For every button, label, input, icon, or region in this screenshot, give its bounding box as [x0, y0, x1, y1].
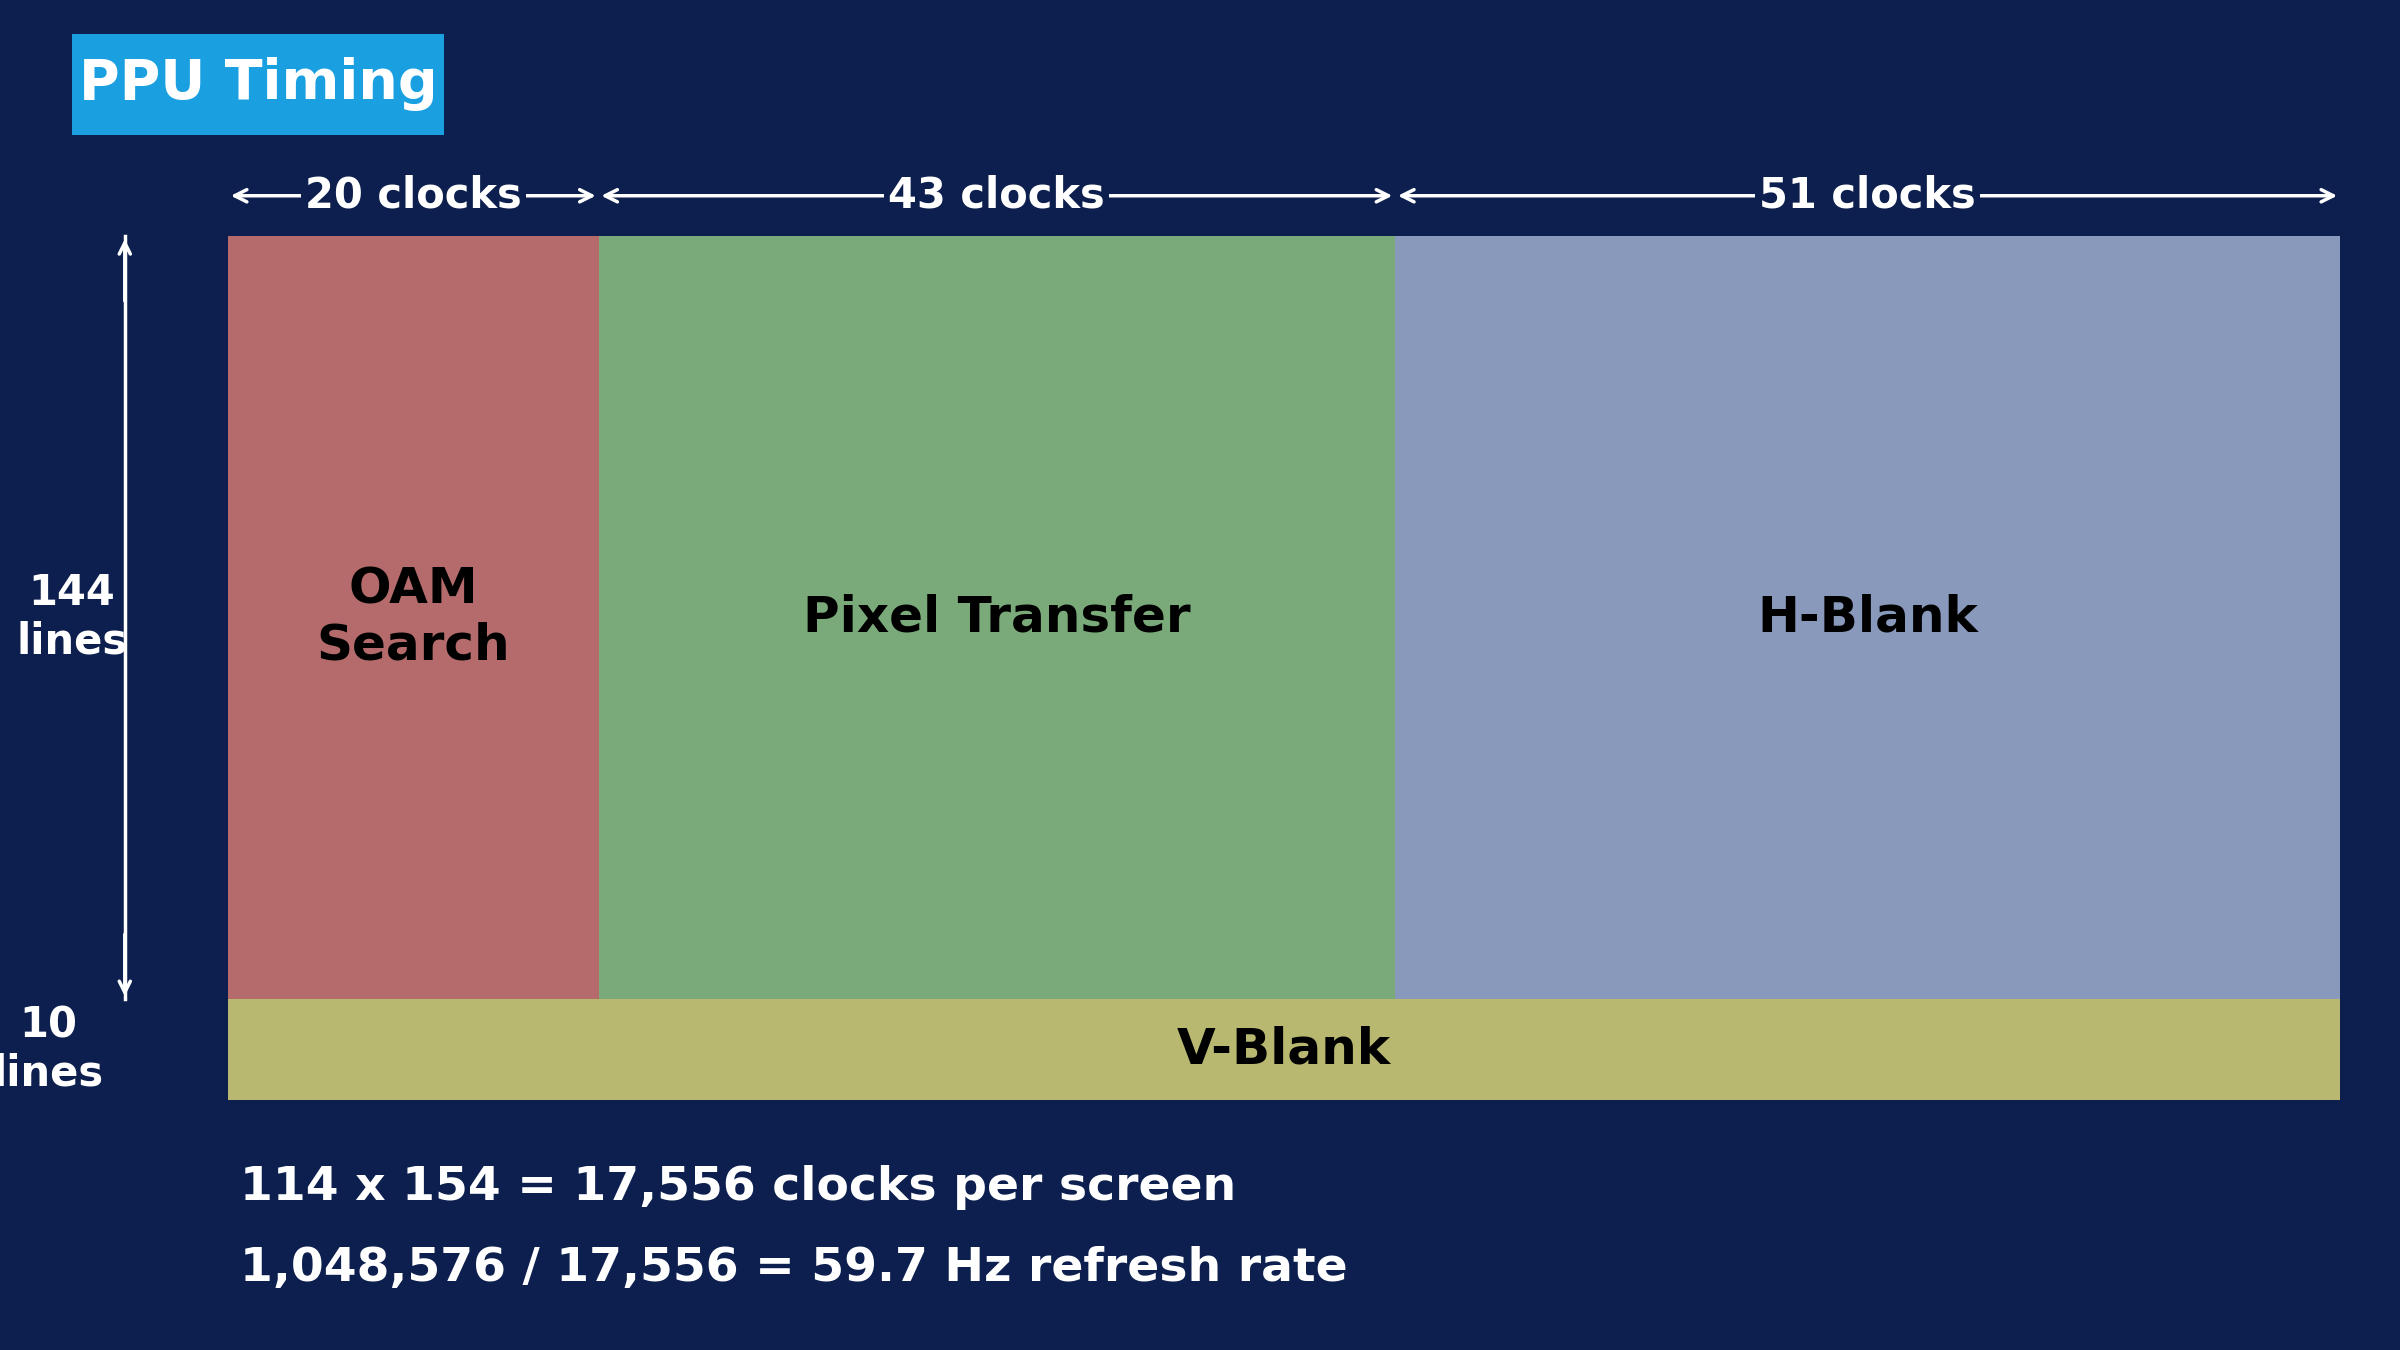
Bar: [228, 999, 2340, 1100]
Text: 144
lines: 144 lines: [17, 572, 127, 663]
Text: 114 x 154 = 17,556 clocks per screen: 114 x 154 = 17,556 clocks per screen: [240, 1165, 1236, 1211]
Text: 43 clocks: 43 clocks: [888, 174, 1106, 217]
Text: H-Blank: H-Blank: [1757, 594, 1978, 641]
Text: V-Blank: V-Blank: [1176, 1026, 1392, 1073]
Bar: [72, 34, 444, 135]
Text: 20 clocks: 20 clocks: [305, 174, 521, 217]
Bar: [1394, 236, 2340, 999]
Text: 1,048,576 / 17,556 = 59.7 Hz refresh rate: 1,048,576 / 17,556 = 59.7 Hz refresh rat…: [240, 1246, 1349, 1292]
Text: 51 clocks: 51 clocks: [1759, 174, 1975, 217]
Bar: [228, 236, 598, 999]
Bar: [598, 236, 1394, 999]
Text: Pixel Transfer: Pixel Transfer: [804, 594, 1190, 641]
Text: 10
lines: 10 lines: [0, 1004, 103, 1095]
Text: PPU Timing: PPU Timing: [79, 58, 437, 112]
Text: OAM
Search: OAM Search: [317, 566, 511, 670]
